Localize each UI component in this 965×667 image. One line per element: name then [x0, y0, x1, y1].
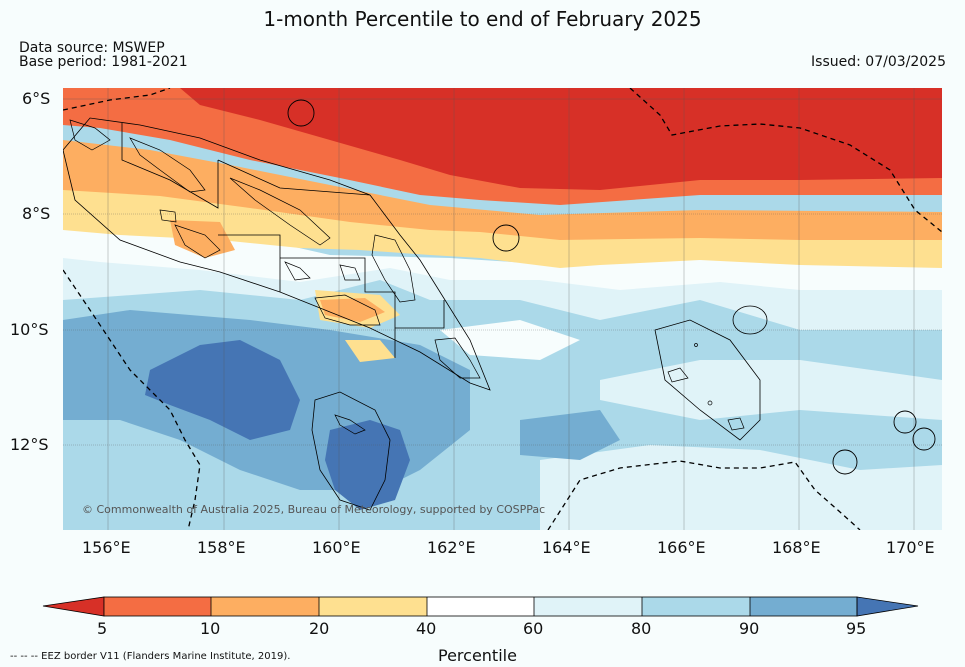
colorbar-extend-low — [42, 596, 105, 617]
colorbar-bin-10-20 — [211, 597, 319, 616]
colorbar-bin-5-10 — [104, 597, 211, 616]
lon-label-156e: 156°E — [82, 538, 131, 557]
eez-footnote: -- -- -- EEZ border V11 (Flanders Marine… — [10, 651, 291, 662]
province-boundaries — [63, 117, 768, 511]
atoll-circles — [287, 99, 936, 475]
colorbar-label: Percentile — [438, 646, 517, 665]
lon-label-170e: 170°E — [886, 538, 935, 557]
colorbar-tick-20: 20 — [309, 619, 330, 638]
lon-label-166e: 166°E — [657, 538, 706, 557]
lon-label-158e: 158°E — [197, 538, 246, 557]
percentile-map — [63, 88, 942, 530]
colorbar-tick-60: 60 — [523, 619, 544, 638]
lat-label-6s: 6°S — [22, 89, 51, 108]
lat-label-8s: 8°S — [22, 204, 51, 223]
coastlines — [69, 119, 745, 435]
colorbar-tick-80: 80 — [631, 619, 652, 638]
colorbar-extend-high — [856, 596, 919, 617]
base-period-label: Base period: 1981-2021 — [19, 54, 188, 70]
colorbar-tick-10: 10 — [200, 619, 221, 638]
lat-label-12s: 12°S — [10, 435, 49, 454]
issued-date-label: Issued: 07/03/2025 — [811, 54, 946, 70]
colorbar-tick-5: 5 — [97, 619, 108, 638]
colorbar-bin-60-80 — [534, 597, 642, 616]
lat-label-10s: 10°S — [10, 320, 49, 339]
lon-label-162e: 162°E — [427, 538, 476, 557]
chart-title: 1-month Percentile to end of February 20… — [263, 7, 702, 31]
colorbar-bin-20-40 — [319, 597, 427, 616]
copyright-notice: © Commonwealth of Australia 2025, Bureau… — [82, 503, 546, 516]
colorbar-bin-90-95 — [750, 597, 857, 616]
data-source-label: Data source: MSWEP — [19, 40, 165, 56]
graticule — [63, 88, 942, 530]
lon-label-164e: 164°E — [542, 538, 591, 557]
lon-label-168e: 168°E — [772, 538, 821, 557]
colorbar-tick-40: 40 — [416, 619, 437, 638]
lon-label-160e: 160°E — [312, 538, 361, 557]
colorbar-bin-80-90 — [642, 597, 750, 616]
colorbar-tick-95: 95 — [846, 619, 867, 638]
eez-borders — [63, 88, 942, 530]
colorbar — [42, 596, 919, 617]
colorbar-tick-90: 90 — [739, 619, 760, 638]
colorbar-bin-40-60 — [427, 597, 534, 616]
